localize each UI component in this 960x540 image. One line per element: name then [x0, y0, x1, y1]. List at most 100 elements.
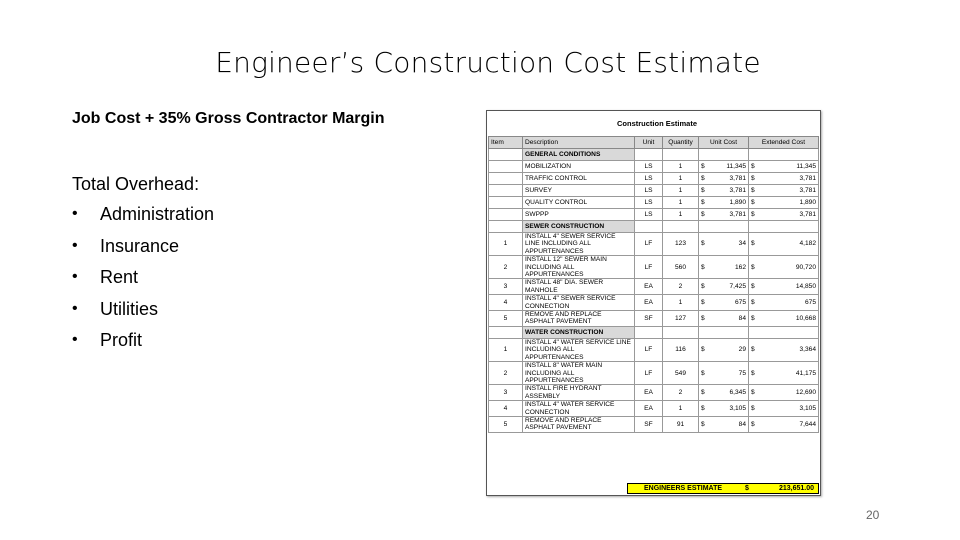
- col-header-unit: Unit: [634, 136, 663, 149]
- extended-cost-value: 7,644: [799, 420, 816, 428]
- section-empty-cell: [748, 325, 819, 339]
- currency-symbol: $: [701, 283, 705, 291]
- currency-symbol: $: [701, 210, 705, 218]
- item-description: MOBILIZATION: [522, 160, 635, 173]
- currency-symbol: $: [701, 389, 705, 397]
- currency-symbol: $: [751, 263, 755, 271]
- estimate-title: Construction Estimate: [616, 119, 697, 128]
- page-number: 20: [866, 508, 880, 522]
- item-extended-cost: $90,720: [748, 255, 819, 280]
- unit-cost-value: 675: [734, 298, 746, 306]
- extended-cost-value: 11,345: [796, 162, 816, 170]
- item-extended-cost: $1,890: [748, 196, 819, 209]
- table-row: 4 Install 4" Sewer Service Connection EA 1 $…: [488, 294, 819, 312]
- item-unit: EA: [634, 294, 663, 312]
- extended-cost-value: 3,781: [799, 174, 816, 182]
- section-empty-cell: [698, 220, 749, 233]
- item-description: Install 4" Sewer Service Connection: [522, 294, 635, 312]
- currency-symbol: $: [751, 389, 755, 397]
- currency-symbol: $: [701, 346, 705, 354]
- currency-symbol: $: [751, 404, 755, 412]
- item-unit-cost: $675: [698, 294, 749, 312]
- item-description: Install 4" Water Service Line Including …: [522, 337, 635, 363]
- item-quantity: 1: [662, 208, 699, 221]
- col-header-quantity: Quantity: [662, 136, 699, 149]
- currency-symbol: $: [701, 162, 705, 170]
- section-name: GENERAL CONDITIONS: [522, 148, 635, 161]
- item-number: [488, 208, 523, 221]
- item-number: [488, 160, 523, 173]
- table-row: SWPPP LS 1 $3,781 $3,781: [488, 208, 819, 221]
- extended-cost-value: 90,720: [795, 263, 816, 271]
- slide-subtitle: Job Cost + 35% Gross Contractor Margin: [72, 110, 385, 127]
- item-quantity: 1: [662, 400, 699, 417]
- currency-symbol: $: [751, 369, 755, 377]
- item-unit-cost: $29: [698, 337, 749, 363]
- item-unit-cost: $75: [698, 361, 749, 386]
- item-unit-cost: $11,345: [698, 160, 749, 173]
- bullet-text: Rent: [100, 267, 139, 288]
- unit-cost-value: 11,345: [726, 162, 746, 170]
- table-row: 1 Install 4" Water Service Line Including…: [488, 337, 819, 363]
- item-unit-cost: $34: [698, 231, 749, 257]
- item-number: 4: [488, 400, 523, 417]
- table-row: SURVEY LS 1 $3,781 $3,781: [488, 184, 819, 197]
- item-quantity: 1: [662, 184, 699, 197]
- item-quantity: 127: [662, 310, 699, 327]
- bullet-item: • Rent: [72, 265, 214, 297]
- estimate-table: Item Description Unit Quantity Unit Cost…: [488, 136, 819, 433]
- unit-cost-value: 29: [738, 346, 746, 354]
- item-number: 5: [488, 415, 523, 433]
- slide-title: Engineer’s Construction Cost Estimate: [215, 46, 761, 79]
- item-quantity: 560: [662, 255, 699, 280]
- item-description: Install 4" Sewer Service Line Including …: [522, 231, 635, 257]
- item-number: [488, 172, 523, 185]
- item-number: 1: [488, 231, 523, 257]
- extended-cost-value: 10,668: [795, 314, 816, 322]
- item-description: TRAFFIC CONTROL: [522, 172, 635, 185]
- unit-cost-value: 6,345: [729, 389, 746, 397]
- item-unit-cost: $162: [698, 255, 749, 280]
- item-number: 3: [488, 278, 523, 296]
- table-row: 3 Install Fire Hydrant Assembly EA 2 $6,345 $…: [488, 384, 819, 402]
- unit-cost-value: 3,781: [729, 174, 746, 182]
- bullet-item: • Administration: [72, 202, 214, 234]
- currency-symbol: $: [701, 198, 705, 206]
- item-unit: LF: [634, 231, 663, 257]
- currency-symbol: $: [701, 369, 705, 377]
- section-empty-cell: [634, 220, 663, 233]
- col-header-item: Item: [488, 136, 523, 149]
- item-extended-cost: $10,668: [748, 310, 819, 327]
- item-quantity: 1: [662, 172, 699, 185]
- item-unit: LS: [634, 184, 663, 197]
- currency-symbol: $: [751, 198, 755, 206]
- item-unit: LF: [634, 337, 663, 363]
- item-description: SWPPP: [522, 208, 635, 221]
- section-name: WATER CONSTRUCTION: [522, 325, 635, 339]
- item-unit-cost: $6,345: [698, 384, 749, 402]
- item-number: [488, 196, 523, 209]
- section-empty-cell: [698, 148, 749, 161]
- bullet-text: Profit: [100, 330, 143, 351]
- item-quantity: 549: [662, 361, 699, 386]
- extended-cost-value: 3,781: [799, 210, 816, 218]
- item-quantity: 116: [662, 337, 699, 363]
- item-extended-cost: $675: [748, 294, 819, 312]
- section-header-row: WATER CONSTRUCTION: [488, 325, 819, 339]
- section-name: SEWER CONSTRUCTION: [522, 220, 635, 233]
- item-unit: LS: [634, 160, 663, 173]
- table-row: 5 Remove and Replace Asphalt Pavement SF 91…: [488, 415, 819, 433]
- currency-symbol: $: [701, 314, 705, 322]
- item-unit-cost: $3,105: [698, 400, 749, 417]
- item-number: 4: [488, 294, 523, 312]
- unit-cost-value: 3,105: [729, 404, 746, 412]
- item-quantity: 123: [662, 231, 699, 257]
- item-extended-cost: $12,690: [748, 384, 819, 402]
- item-unit-cost: $7,425: [698, 278, 749, 296]
- item-description: QUALITY CONTROL: [522, 196, 635, 209]
- table-row: 2 Install 8" Water Main Including All App…: [488, 361, 819, 386]
- table-row: 2 Install 12" Sewer Main Including All Ap…: [488, 255, 819, 280]
- extended-cost-value: 1,890: [799, 198, 816, 206]
- total-amount: 213,651.00: [778, 485, 814, 492]
- table-row: MOBILIZATION LS 1 $11,345 $11,345: [488, 160, 819, 173]
